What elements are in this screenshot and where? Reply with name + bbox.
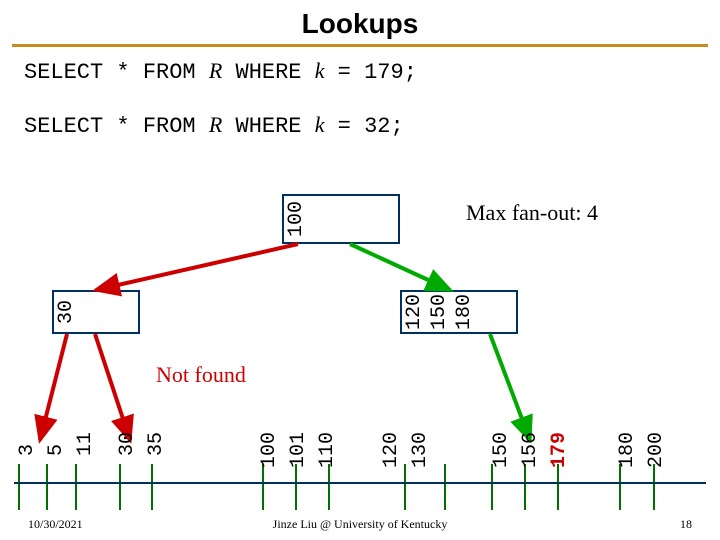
footer-center: Jinze Liu @ University of Kentucky (273, 517, 448, 532)
leaf-4-val-0: 150 (490, 432, 513, 468)
leaf-1-val-0: 30 (116, 432, 139, 456)
leaf-4: 150 156 179 (490, 432, 571, 468)
leaf-4-val-2: 179 (548, 432, 571, 468)
leaf-0: 3511 (16, 432, 97, 456)
leaf-1-val-1: 35 (145, 432, 168, 456)
leaf-2: 100 101 110 (258, 432, 339, 468)
leaf-2-val-1: 101 (287, 432, 310, 468)
leaf-5-val-0: 180 (616, 432, 639, 468)
leaf-underline (14, 482, 706, 484)
leaf-5-val-1: 200 (645, 432, 668, 468)
leaf-0-val-1: 5 (45, 432, 68, 456)
leaf-2-val-2: 110 (316, 432, 339, 468)
leaf-1: 3035 (116, 432, 168, 456)
footer-page: 18 (680, 517, 692, 532)
leaf-3-val-0: 120 (380, 432, 403, 468)
leaf-4-val-1: 156 (519, 432, 542, 468)
leaf-0-val-0: 3 (16, 432, 39, 456)
leaf-0-val-2: 11 (74, 432, 97, 456)
arrows-svg (0, 0, 720, 540)
leaf-2-val-0: 100 (258, 432, 281, 468)
leaf-3-val-1: 130 (409, 432, 432, 468)
leaf-5: 180 200 (616, 432, 668, 468)
footer-date: 10/30/2021 (28, 517, 83, 532)
leaf-3: 120 130 (380, 432, 432, 468)
